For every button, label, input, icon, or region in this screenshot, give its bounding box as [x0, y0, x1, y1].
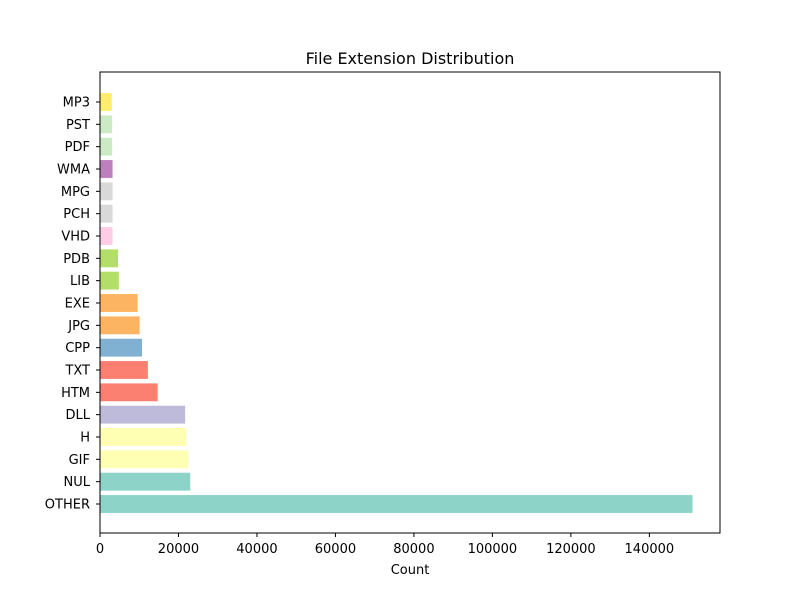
x-tick-label: 100000 — [468, 542, 518, 557]
bar-mpg — [100, 182, 113, 201]
y-tick-label: EXE — [65, 297, 90, 312]
bar-htm — [100, 383, 158, 402]
bar-exe — [100, 294, 138, 312]
y-tick-label: PDB — [63, 252, 90, 267]
bar-pst — [100, 115, 113, 134]
y-tick-label: DLL — [66, 408, 91, 423]
x-tick-label: 60000 — [315, 542, 356, 557]
y-tick-label: MP3 — [63, 96, 90, 111]
bar-pdb — [100, 249, 119, 268]
x-tick-label: 120000 — [546, 542, 596, 557]
y-tick-label: PCH — [63, 207, 90, 222]
y-tick-label: WMA — [57, 163, 90, 178]
bar-pch — [100, 204, 113, 223]
plot-frame — [99, 71, 721, 534]
y-tick-label: PDF — [65, 140, 90, 155]
x-tick-label: 80000 — [393, 542, 434, 557]
bar-gif — [100, 450, 189, 469]
bar-h — [100, 428, 187, 446]
bar-cpp — [100, 338, 142, 357]
y-tick-label: OTHER — [45, 498, 90, 513]
y-tick-label: CPP — [65, 341, 90, 356]
bar-wma — [100, 160, 113, 178]
x-tick-label: 0 — [96, 542, 104, 557]
bar-jpg — [100, 316, 140, 335]
y-tick-label: NUL — [64, 475, 91, 490]
chart-title: File Extension Distribution — [306, 49, 515, 68]
bar-lib — [100, 271, 119, 290]
bar-txt — [100, 361, 148, 379]
y-tick-label: LIB — [70, 274, 90, 289]
bar-mp3 — [100, 93, 112, 111]
bar-other — [100, 495, 693, 513]
y-axis-ticks: OTHER NUL GIF H DLL HTM TXT CPP JPG EXE LIB PDB VHD P… — [45, 96, 100, 513]
y-tick-label: JPG — [67, 319, 90, 334]
x-tick-label: 40000 — [236, 542, 277, 557]
y-tick-label: HTM — [61, 386, 90, 401]
x-tick-label: 140000 — [625, 542, 675, 557]
y-tick-label: H — [80, 431, 90, 446]
bar-dll — [100, 405, 186, 424]
y-tick-label: VHD — [61, 230, 90, 245]
bar-pdf — [100, 137, 113, 156]
bar-vhd — [100, 227, 113, 245]
y-tick-label: GIF — [69, 453, 90, 468]
bars-layer — [100, 93, 693, 513]
x-axis-label: Count — [391, 563, 430, 578]
y-tick-label: TXT — [64, 364, 90, 379]
y-tick-label: MPG — [61, 185, 90, 200]
y-tick-label: PST — [66, 118, 90, 133]
x-tick-label: 20000 — [158, 542, 199, 557]
x-axis-ticks: 0 20000 40000 60000 80000 100000 120000 140000 — [96, 533, 674, 557]
bar-nul — [100, 472, 191, 491]
